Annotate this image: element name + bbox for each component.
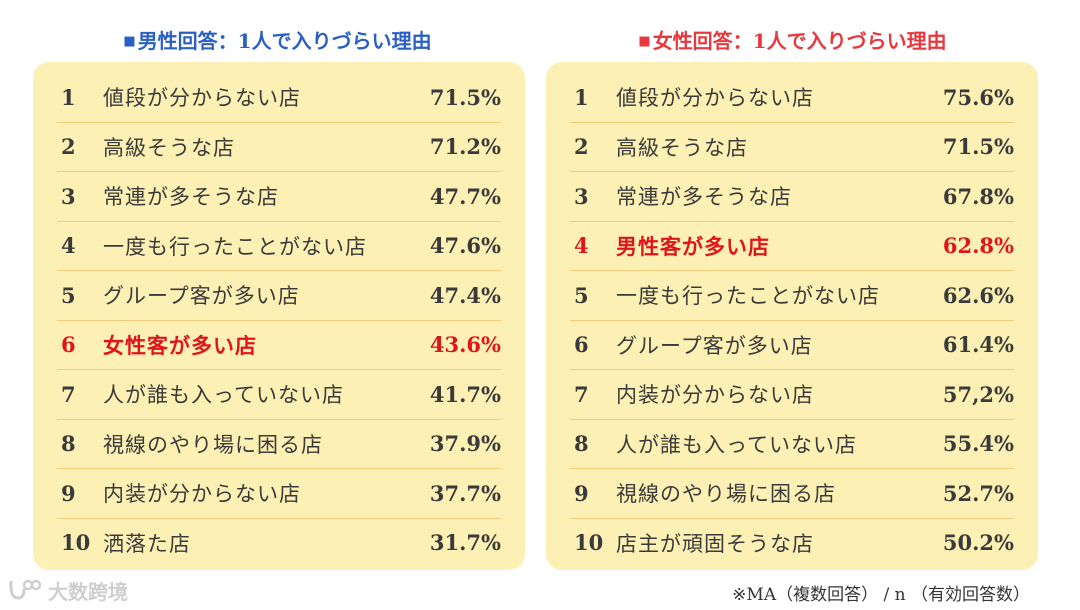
square-marker-icon: ■ — [638, 34, 651, 49]
percentage-value: 62.6% — [942, 282, 1014, 308]
ranking-row: 1 値段が分からない店 75.6% — [570, 73, 1014, 123]
reason-label: 洒落た店 — [103, 531, 191, 556]
percentage-value: 75.6% — [942, 84, 1014, 110]
rank-number: 2 — [574, 134, 589, 160]
ranking-row: 6 グループ客が多い店 61.4% — [570, 321, 1014, 370]
ranking-row: 9 視線のやり場に困る店 52.7% — [570, 469, 1014, 519]
male-panel-title: ■ 男性回答：1人で入りづらい理由 — [30, 24, 525, 58]
rank-number: 5 — [61, 282, 76, 308]
rank-number: 1 — [574, 84, 589, 110]
reason-label: 視線のやり場に困る店 — [103, 432, 323, 457]
rank-number: 5 — [574, 282, 589, 308]
reason-label: 一度も行ったことがない店 — [616, 284, 880, 309]
rank-number: 2 — [61, 134, 76, 160]
reason-label: 一度も行ったことがない店 — [103, 234, 367, 259]
square-marker-icon: ■ — [123, 34, 136, 49]
rank-number: 7 — [61, 381, 76, 407]
rank-number: 9 — [574, 480, 589, 506]
reason-label: 常連が多そうな店 — [103, 185, 279, 210]
reason-label: 内装が分からない店 — [103, 482, 301, 507]
ranking-row: 7 人が誰も入っていない店 41.7% — [57, 370, 501, 420]
female-panel-title: ■ 女性回答：1人で入りづらい理由 — [545, 24, 1040, 58]
footnote: ※MA（複数回答） / n （有効回答数） — [732, 585, 1030, 605]
rank-number: 10 — [574, 530, 604, 556]
percentage-value: 31.7% — [429, 530, 501, 556]
ranking-row: 9 内装が分からない店 37.7% — [57, 469, 501, 519]
ranking-row: 8 視線のやり場に困る店 37.9% — [57, 420, 501, 469]
reason-label: 常連が多そうな店 — [616, 185, 792, 210]
rank-number: 6 — [61, 332, 76, 358]
percentage-value: 43.6% — [429, 332, 501, 358]
percentage-value: 61.4% — [942, 332, 1014, 358]
ranking-row: 8 人が誰も入っていない店 55.4% — [570, 420, 1014, 469]
reason-label: 高級そうな店 — [103, 135, 235, 160]
ranking-row: 3 常連が多そうな店 67.8% — [570, 172, 1014, 222]
female-ranking-panel: 1 値段が分からない店 75.6% 2 高級そうな店 71.5% 3 常連が多そうな店 67.8… — [546, 62, 1038, 570]
male-title-text: 男性回答：1人で入りづらい理由 — [137, 29, 432, 53]
ranking-row: 5 グループ客が多い店 47.4% — [57, 271, 501, 321]
percentage-value: 62.8% — [942, 233, 1014, 259]
reason-label: 店主が頑固そうな店 — [616, 531, 814, 556]
ranking-row: 4 男性客が多い店 62.8% — [570, 222, 1014, 271]
percentage-value: 47.6% — [429, 233, 501, 259]
reason-label: グループ客が多い店 — [103, 284, 300, 309]
percentage-value: 37.9% — [429, 431, 501, 457]
percentage-value: 55.4% — [942, 431, 1014, 457]
ranking-row: 10 店主が頑固そうな店 50.2% — [570, 519, 1014, 568]
ranking-row: 10 洒落た店 31.7% — [57, 519, 501, 568]
ranking-row: 3 常連が多そうな店 47.7% — [57, 172, 501, 222]
percentage-value: 71.2% — [429, 134, 501, 160]
percentage-value: 57,2% — [942, 381, 1014, 407]
reason-label: 値段が分からない店 — [616, 86, 814, 111]
ranking-row: 1 値段が分からない店 71.5% — [57, 73, 501, 123]
reason-label: 内装が分からない店 — [616, 383, 814, 408]
percentage-value: 47.7% — [429, 183, 501, 209]
brand-logo-icon — [9, 579, 42, 600]
percentage-value: 37.7% — [429, 480, 501, 506]
rank-number: 3 — [574, 183, 589, 209]
rank-number: 3 — [61, 183, 76, 209]
watermark-text: 大数跨境 — [48, 579, 128, 604]
rank-number: 6 — [574, 332, 589, 358]
rank-number: 8 — [574, 431, 589, 457]
female-title-text: 女性回答：1人で入りづらい理由 — [652, 29, 947, 53]
reason-label: 人が誰も入っていない店 — [103, 383, 344, 408]
percentage-value: 47.4% — [429, 282, 501, 308]
reason-label: 男性客が多い店 — [616, 233, 770, 259]
reason-label: 高級そうな店 — [616, 135, 748, 160]
reason-label: 値段が分からない店 — [103, 86, 301, 111]
rank-number: 7 — [574, 381, 589, 407]
ranking-row: 7 内装が分からない店 57,2% — [570, 370, 1014, 420]
percentage-value: 52.7% — [942, 480, 1014, 506]
ranking-row: 2 高級そうな店 71.5% — [570, 123, 1014, 172]
percentage-value: 71.5% — [942, 134, 1014, 160]
reason-label: 視線のやり場に困る店 — [616, 482, 836, 507]
ranking-row: 2 高級そうな店 71.2% — [57, 123, 501, 172]
rank-number: 9 — [61, 480, 76, 506]
rank-number: 4 — [61, 233, 76, 259]
percentage-value: 41.7% — [429, 381, 501, 407]
ranking-row: 6 女性客が多い店 43.6% — [57, 321, 501, 370]
male-ranking-panel: 1 値段が分からない店 71.5% 2 高級そうな店 71.2% 3 常連が多そうな店 47.7… — [33, 62, 525, 570]
rank-number: 1 — [61, 84, 76, 110]
percentage-value: 71.5% — [429, 84, 501, 110]
ranking-row: 5 一度も行ったことがない店 62.6% — [570, 271, 1014, 321]
rank-number: 10 — [61, 530, 91, 556]
rank-number: 4 — [574, 233, 589, 259]
rank-number: 8 — [61, 431, 76, 457]
reason-label: グループ客が多い店 — [616, 333, 813, 358]
watermark-logo: 大数跨境 — [8, 575, 128, 605]
percentage-value: 50.2% — [942, 530, 1014, 556]
reason-label: 人が誰も入っていない店 — [616, 432, 857, 457]
ranking-row: 4 一度も行ったことがない店 47.6% — [57, 222, 501, 271]
reason-label: 女性客が多い店 — [103, 332, 257, 358]
percentage-value: 67.8% — [942, 183, 1014, 209]
